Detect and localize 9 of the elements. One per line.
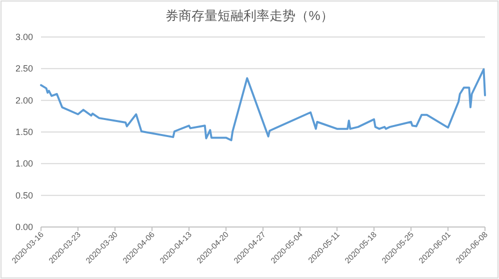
y-tick-label: 2.50	[15, 64, 33, 74]
chart-title: 券商存量短融利率走势（%）	[166, 8, 334, 23]
y-tick-label: 3.00	[15, 32, 33, 42]
y-tick-label: 0.00	[15, 222, 33, 232]
y-tick-label: 1.50	[15, 127, 33, 137]
y-tick-label: 0.50	[15, 190, 33, 200]
y-tick-label: 1.00	[15, 158, 33, 169]
line-series	[40, 68, 486, 142]
y-tick-label: 2.00	[15, 95, 33, 106]
